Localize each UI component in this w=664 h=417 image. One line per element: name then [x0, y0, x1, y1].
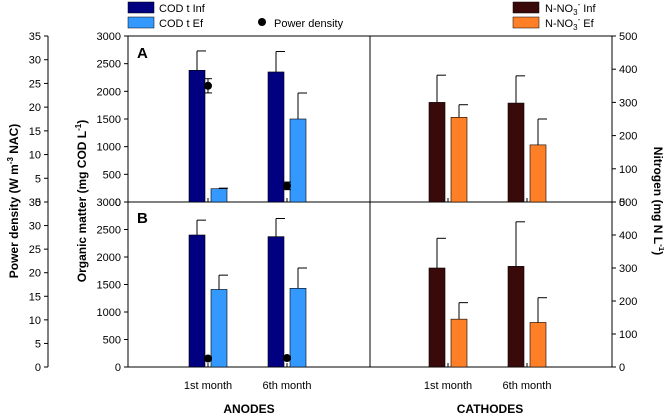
power-tick-label: 5	[35, 338, 41, 350]
panel-b-bar-cod-ef-1	[210, 289, 228, 368]
panel-b-bar-n-ef-2	[529, 322, 547, 368]
section-label-anodes: ANODES	[223, 402, 274, 416]
organic-tick-label: 1000	[97, 142, 121, 154]
organic-tick-label: 0	[115, 362, 121, 374]
organic-tick-label: 500	[103, 169, 121, 181]
organic-tick-label: 2500	[97, 225, 121, 237]
nitrogen-tick-label: 200	[619, 131, 637, 143]
power-tick-label: 30	[29, 55, 41, 67]
power-tick-label: 25	[29, 244, 41, 256]
panel-b-bar-cod-inf-1	[188, 234, 206, 368]
category-label-cathode-2: 6th month	[503, 380, 552, 392]
power-tick-label: 35	[29, 197, 41, 209]
panel-b-power-point-1	[204, 354, 212, 363]
nitrogen-tick-label: 400	[619, 64, 637, 76]
panel-b-power-point-2	[283, 354, 291, 363]
nitrogen-tick-label: 500	[619, 197, 637, 209]
chart-marks	[188, 50, 547, 368]
panel-b-bar-cod-ef-2	[289, 288, 307, 368]
legend: COD t Inf COD t Ef Power density N-NO3- …	[127, 0, 596, 32]
power-tick-label: 15	[29, 291, 41, 303]
nitrogen-tick-label: 100	[619, 164, 637, 176]
panel-label-a: A	[137, 45, 148, 62]
panel-a-power-point-1	[204, 81, 212, 90]
legend-swatch-cod-ef	[127, 16, 155, 29]
organic-tick-label: 2500	[97, 59, 121, 71]
panel-a-bar-n-ef-1	[450, 117, 468, 203]
organic-tick-label: 500	[103, 335, 121, 347]
nitrogen-tick-label: 0	[619, 197, 625, 209]
nitrogen-axis-title: Nitrogen (mg N L-1)	[651, 147, 664, 255]
panel-a-bar-cod-ef-2	[289, 118, 307, 203]
legend-label-n-inf: N-NO3- Inf	[545, 0, 596, 17]
panel-a-bar-cod-inf-1	[188, 70, 206, 203]
legend-label-n-ef: N-NO3- Ef	[545, 15, 595, 32]
organic-matter-axis-title: Organic matter (mg COD L-1)	[74, 120, 89, 282]
power-tick-label: 0	[35, 197, 41, 209]
nitrogen-tick-label: 400	[619, 230, 637, 242]
legend-label-cod-ef: COD t Ef	[159, 18, 204, 30]
panel-b-bar-n-inf-1	[428, 267, 446, 368]
nitrogen-tick-label: 500	[619, 31, 637, 43]
legend-label-cod-inf: COD t Inf	[159, 3, 206, 15]
organic-tick-label: 1000	[97, 307, 121, 319]
power-density-axis-title: Power density (W m-3 NAC)	[6, 124, 21, 278]
power-tick-label: 10	[29, 150, 41, 162]
organic-tick-label: 2000	[97, 252, 121, 264]
nitrogen-tick-label: 0	[619, 362, 625, 374]
legend-swatch-n-inf	[512, 1, 540, 14]
category-label-anode-2: 6th month	[263, 380, 312, 392]
nitrogen-tick-label: 300	[619, 263, 637, 275]
power-tick-label: 0	[35, 362, 41, 374]
panel-b-bar-cod-inf-2	[267, 236, 285, 368]
power-tick-label: 10	[29, 315, 41, 327]
axis-ticks: 0510152025303505001000150020002500300001…	[29, 31, 638, 374]
power-tick-label: 30	[29, 221, 41, 233]
panel-a-bar-n-ef-2	[529, 144, 547, 203]
panel-b-bar-n-inf-2	[507, 266, 525, 368]
panel-a-bar-n-inf-1	[428, 102, 446, 203]
power-tick-label: 25	[29, 78, 41, 90]
organic-tick-label: 1500	[97, 114, 121, 126]
organic-tick-label: 3000	[97, 31, 121, 43]
legend-marker-power	[258, 18, 266, 26]
power-tick-label: 15	[29, 126, 41, 138]
category-label-anode-1: 1st month	[184, 380, 232, 392]
organic-tick-label: 1500	[97, 280, 121, 292]
power-tick-label: 20	[29, 268, 41, 280]
section-label-cathodes: CATHODES	[457, 402, 523, 416]
legend-swatch-cod-inf	[127, 1, 155, 14]
nitrogen-tick-label: 200	[619, 296, 637, 308]
panel-b-bar-n-ef-1	[450, 318, 468, 368]
panel-label-b: B	[137, 210, 148, 227]
legend-swatch-n-ef	[512, 16, 540, 29]
legend-label-power: Power density	[274, 18, 344, 30]
organic-tick-label: 2000	[97, 86, 121, 98]
panel-a-power-point-2	[283, 181, 291, 190]
power-tick-label: 35	[29, 31, 41, 43]
panel-a-bar-n-inf-2	[507, 102, 525, 203]
organic-tick-label: 3000	[97, 197, 121, 209]
category-label-cathode-1: 1st month	[424, 380, 472, 392]
power-tick-label: 20	[29, 102, 41, 114]
nitrogen-tick-label: 100	[619, 329, 637, 341]
nitrogen-tick-label: 300	[619, 97, 637, 109]
organic-tick-label: 0	[115, 197, 121, 209]
power-tick-label: 5	[35, 173, 41, 185]
panel-a-bar-cod-ef-1	[210, 188, 228, 203]
panel-a-bar-cod-inf-2	[267, 71, 285, 203]
